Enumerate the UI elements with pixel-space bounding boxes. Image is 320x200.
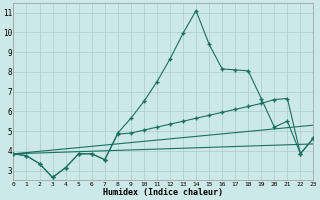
X-axis label: Humidex (Indice chaleur): Humidex (Indice chaleur) <box>103 188 223 197</box>
